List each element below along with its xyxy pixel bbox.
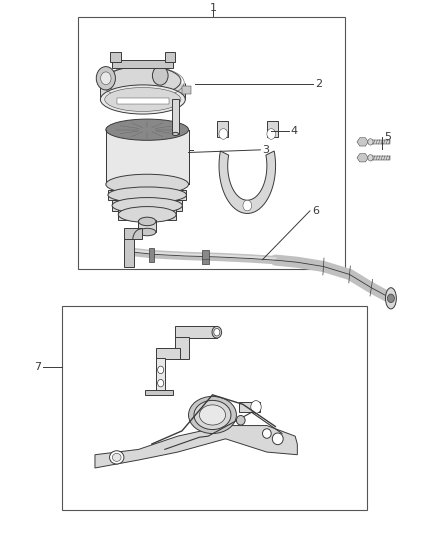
Ellipse shape xyxy=(110,451,124,464)
Text: 5: 5 xyxy=(385,132,392,142)
Circle shape xyxy=(219,128,228,139)
Text: 1: 1 xyxy=(210,3,217,13)
Ellipse shape xyxy=(105,66,181,95)
Bar xyxy=(124,237,134,266)
Circle shape xyxy=(251,401,261,414)
Ellipse shape xyxy=(199,405,226,425)
Bar xyxy=(117,99,169,104)
Text: 6: 6 xyxy=(313,206,320,216)
Bar xyxy=(156,358,166,394)
Ellipse shape xyxy=(368,139,373,145)
Bar xyxy=(78,17,345,269)
Polygon shape xyxy=(100,83,185,100)
Polygon shape xyxy=(357,154,368,162)
Text: 3: 3 xyxy=(262,145,269,155)
Ellipse shape xyxy=(262,429,271,438)
Bar xyxy=(138,220,156,232)
Ellipse shape xyxy=(368,155,373,161)
Bar xyxy=(106,130,188,184)
Ellipse shape xyxy=(106,174,188,195)
Bar xyxy=(371,156,390,160)
Ellipse shape xyxy=(188,397,237,433)
Circle shape xyxy=(96,67,116,90)
Ellipse shape xyxy=(112,198,182,214)
Ellipse shape xyxy=(237,416,245,425)
Bar xyxy=(110,52,121,62)
Bar xyxy=(176,337,188,359)
Circle shape xyxy=(158,379,164,387)
Bar xyxy=(112,200,182,211)
Ellipse shape xyxy=(118,207,176,222)
Bar xyxy=(217,120,228,136)
Bar xyxy=(182,86,191,94)
Polygon shape xyxy=(219,151,276,213)
Ellipse shape xyxy=(106,119,188,140)
Bar xyxy=(267,120,278,136)
Bar xyxy=(118,209,176,220)
Ellipse shape xyxy=(108,187,187,203)
Bar xyxy=(176,326,217,338)
Bar xyxy=(173,100,179,134)
Ellipse shape xyxy=(173,132,179,135)
Circle shape xyxy=(388,294,394,303)
Text: 2: 2 xyxy=(315,78,322,88)
Bar xyxy=(113,60,173,68)
Polygon shape xyxy=(357,138,368,146)
Ellipse shape xyxy=(105,87,181,111)
Bar xyxy=(149,248,154,262)
Bar xyxy=(108,190,187,200)
Ellipse shape xyxy=(138,217,156,225)
Ellipse shape xyxy=(212,326,222,338)
Bar xyxy=(371,140,390,144)
Text: 4: 4 xyxy=(291,126,298,136)
Ellipse shape xyxy=(385,288,396,309)
Bar xyxy=(62,306,367,511)
Circle shape xyxy=(267,128,276,139)
Circle shape xyxy=(243,200,252,211)
Circle shape xyxy=(152,66,168,85)
Ellipse shape xyxy=(272,433,283,445)
Ellipse shape xyxy=(113,454,121,462)
Bar xyxy=(156,348,180,359)
Circle shape xyxy=(158,366,164,374)
Circle shape xyxy=(214,328,220,336)
Ellipse shape xyxy=(100,85,185,114)
Bar xyxy=(145,390,173,395)
Ellipse shape xyxy=(138,228,156,236)
Bar xyxy=(202,250,209,264)
Polygon shape xyxy=(95,425,297,468)
Bar xyxy=(165,52,176,62)
Text: 7: 7 xyxy=(34,362,41,372)
Circle shape xyxy=(101,72,111,85)
Bar xyxy=(124,228,141,239)
Ellipse shape xyxy=(194,400,231,430)
Bar xyxy=(239,402,260,413)
